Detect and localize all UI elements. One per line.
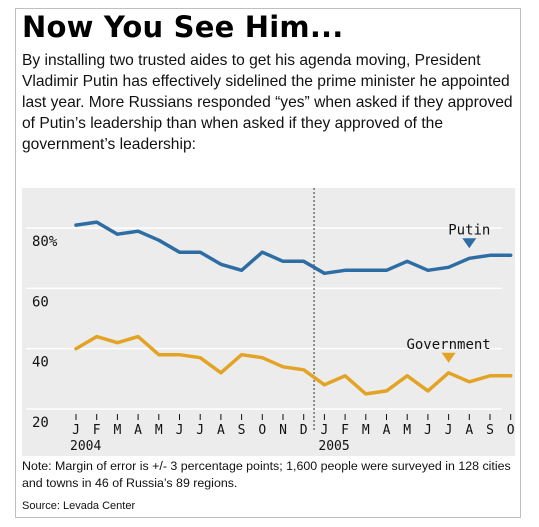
- x-tick-label: D: [300, 423, 308, 438]
- grid-lines: [26, 227, 502, 410]
- year-label: 2005: [318, 439, 349, 454]
- x-tick-label: S: [486, 423, 494, 438]
- series-marker-government: [441, 352, 456, 363]
- x-tick-label: J: [445, 423, 453, 438]
- series-lines: [74, 220, 513, 396]
- series-label-government: Government: [406, 337, 490, 353]
- y-tick-labels: 80% 60 40 20: [32, 234, 58, 431]
- x-tick-label: J: [176, 423, 184, 438]
- x-tick-label: F: [93, 423, 101, 438]
- y-tick-label: 80%: [32, 234, 58, 250]
- x-tick-label: M: [403, 423, 411, 438]
- series-line-government: [74, 334, 513, 396]
- x-tick-label: F: [341, 423, 349, 438]
- x-tick-label: J: [320, 423, 328, 438]
- x-tick-label: A: [134, 423, 142, 438]
- year-label: 2004: [70, 439, 101, 454]
- intro-text: By installing two trusted aides to get h…: [22, 52, 513, 153]
- series-line-putin: [74, 220, 513, 276]
- x-tick-label: O: [507, 423, 515, 438]
- x-tick-label: O: [258, 423, 266, 438]
- x-tick-label: N: [279, 423, 287, 438]
- footnote: Note: Margin of error is +/- 3 percentag…: [22, 459, 511, 490]
- x-tick-label: J: [424, 423, 432, 438]
- source-line: Source: Levada Center: [22, 500, 136, 512]
- series-label-putin: Putin: [448, 222, 490, 238]
- series-marker-putin: [462, 238, 477, 249]
- y-tick-label: 40: [32, 355, 49, 371]
- x-tick-label: A: [383, 423, 391, 438]
- series-labels: Putin Government: [406, 222, 491, 363]
- x-tick-label: A: [217, 423, 225, 438]
- x-tick-label: J: [72, 423, 80, 438]
- x-tick-label: J: [196, 423, 204, 438]
- y-tick-label: 60: [32, 294, 49, 310]
- x-tick-label: S: [238, 423, 246, 438]
- x-tick-label: A: [465, 423, 473, 438]
- x-tick-label: M: [362, 423, 370, 438]
- x-tick-label: M: [113, 423, 121, 438]
- headline: Now You See Him...: [22, 10, 344, 44]
- y-tick-label: 20: [32, 415, 49, 431]
- x-tick-label: M: [155, 423, 163, 438]
